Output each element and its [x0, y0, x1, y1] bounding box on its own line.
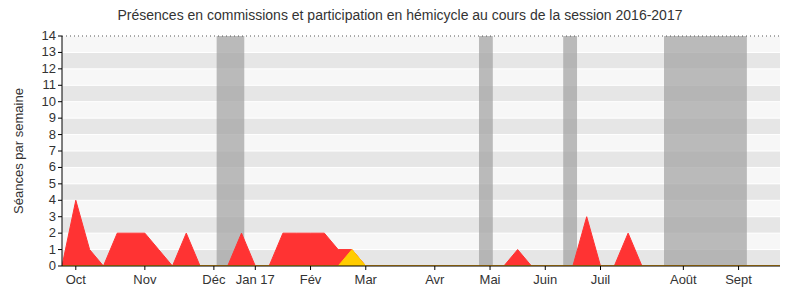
x-tick [545, 266, 546, 270]
x-tick-label: Sept [725, 272, 752, 287]
area [62, 200, 780, 266]
y-tick-label: 0 [49, 258, 56, 273]
x-tick [255, 266, 256, 270]
x-tick [310, 266, 311, 270]
y-tick [58, 36, 62, 37]
y-tick [58, 101, 62, 102]
x-tick [600, 266, 601, 270]
x-tick-label: Juin [533, 272, 557, 287]
shaded-period [563, 36, 577, 266]
shaded-period [217, 36, 245, 266]
y-tick-label: 10 [42, 94, 56, 109]
y-tick [58, 200, 62, 201]
x-tick-label: Mai [480, 272, 501, 287]
y-axis-label: Séances par semaine [11, 88, 26, 214]
area [62, 250, 780, 266]
y-tick [58, 249, 62, 250]
y-tick-label: 12 [42, 61, 56, 76]
y-tick-label: 13 [42, 44, 56, 59]
x-tick [434, 266, 435, 270]
y-tick [58, 134, 62, 135]
y-tick [58, 52, 62, 53]
y-tick [58, 167, 62, 168]
y-tick-label: 4 [49, 192, 56, 207]
x-tick-label: Fév [300, 272, 322, 287]
x-tick-label: Nov [133, 272, 157, 287]
y-tick-label: 2 [49, 225, 56, 240]
y-tick [58, 183, 62, 184]
shaded-period [664, 36, 747, 266]
x-tick [683, 266, 684, 270]
y-tick-label: 8 [49, 127, 56, 142]
y-tick-label: 7 [49, 143, 56, 158]
y-tick-label: 6 [49, 159, 56, 174]
x-tick-label: Mar [355, 272, 378, 287]
y-tick [58, 266, 62, 267]
title: Présences en commissions et participatio… [118, 7, 683, 23]
y-tick-label: 14 [42, 28, 56, 43]
y-tick [58, 233, 62, 234]
x-tick [365, 266, 366, 270]
grid [62, 36, 780, 266]
y-tick-label: 9 [49, 110, 56, 125]
top-border [62, 36, 780, 37]
x-tick-label: Déc [202, 272, 226, 287]
y-tick-label: 5 [49, 176, 56, 191]
x-tick [738, 266, 739, 270]
x-axis [62, 266, 780, 267]
y-tick [58, 118, 62, 119]
x-tick-label: Août [670, 272, 697, 287]
grid-line [62, 266, 780, 267]
x-tick [75, 266, 76, 270]
x-tick-label: Jan 17 [236, 272, 275, 287]
series-group [62, 200, 780, 266]
y-tick [58, 85, 62, 86]
x-tick-label: Oct [66, 272, 87, 287]
y-tick-label: 11 [43, 77, 57, 92]
x-tick-label: Juil [591, 272, 611, 287]
x-tick [213, 266, 214, 270]
y-tick [58, 68, 62, 69]
y-tick [58, 216, 62, 217]
x-tick [490, 266, 491, 270]
y-tick-label: 1 [49, 242, 56, 257]
y-tick [58, 151, 62, 152]
y-tick-label: 3 [49, 209, 56, 224]
shaded-period [479, 36, 493, 266]
chart: 01234567891011121314OctNovDécJan 17FévMa… [0, 0, 800, 300]
x-tick [144, 266, 145, 270]
x-tick-label: Avr [425, 272, 445, 287]
